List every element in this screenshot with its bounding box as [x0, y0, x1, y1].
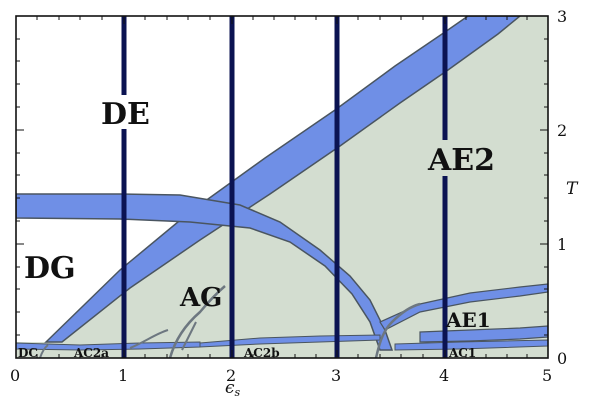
- region-label-ae2: AE2: [427, 143, 495, 178]
- ac-boundary-curve-2: [374, 302, 421, 358]
- x-ticks: [15, 16, 549, 358]
- y-tick-label-3: 3: [557, 7, 567, 26]
- y-axis-label: T: [566, 179, 579, 199]
- x-tick-label-5: 5: [542, 366, 552, 385]
- x-tick-label-2: 2: [226, 366, 236, 385]
- x-axis-label: ϵs: [225, 378, 241, 397]
- ac-boundary-curve: [129, 329, 169, 349]
- horizontal-transition-band: [16, 193, 394, 351]
- plot-frame: [15, 15, 549, 359]
- y-tick-label-2: 2: [557, 121, 567, 140]
- ae1-lower-band: [419, 325, 548, 343]
- region-label-ae1: AE1: [445, 308, 491, 332]
- region-label-ac2b: AC2b: [243, 346, 280, 360]
- ac2a-band: [16, 341, 201, 351]
- region-label-ac1: AC1: [448, 346, 476, 360]
- region-label-ac2a: AC2a: [73, 346, 109, 360]
- x-tick-label-3: 3: [331, 366, 341, 385]
- region-label-ag: AG: [179, 283, 222, 313]
- rising-transition-band: [44, 16, 522, 343]
- x-tick-label-0: 0: [10, 366, 20, 385]
- region-label-de: DE: [101, 97, 150, 132]
- vertical-line-4: [442, 16, 448, 358]
- y-tick-label-0: 0: [557, 349, 567, 368]
- vertical-line-3: [334, 16, 340, 358]
- ac1-band: [394, 339, 548, 351]
- y-ticks: [16, 15, 548, 359]
- region-label-dc: DC: [18, 346, 38, 360]
- vertical-line-1: [121, 16, 127, 358]
- vertical-lines: [121, 16, 448, 358]
- x-tick-label-4: 4: [439, 366, 449, 385]
- x-tick-label-1: 1: [118, 366, 128, 385]
- ag-boundary-curve-2: [181, 321, 197, 351]
- ag-boundary-curve: [168, 285, 226, 358]
- ae1-upper-band: [379, 283, 548, 331]
- dc-boundary-curve: [39, 344, 49, 358]
- vertical-line-2: [229, 16, 235, 358]
- y-tick-label-1: 1: [557, 235, 567, 254]
- region-label-dg: DG: [24, 251, 76, 286]
